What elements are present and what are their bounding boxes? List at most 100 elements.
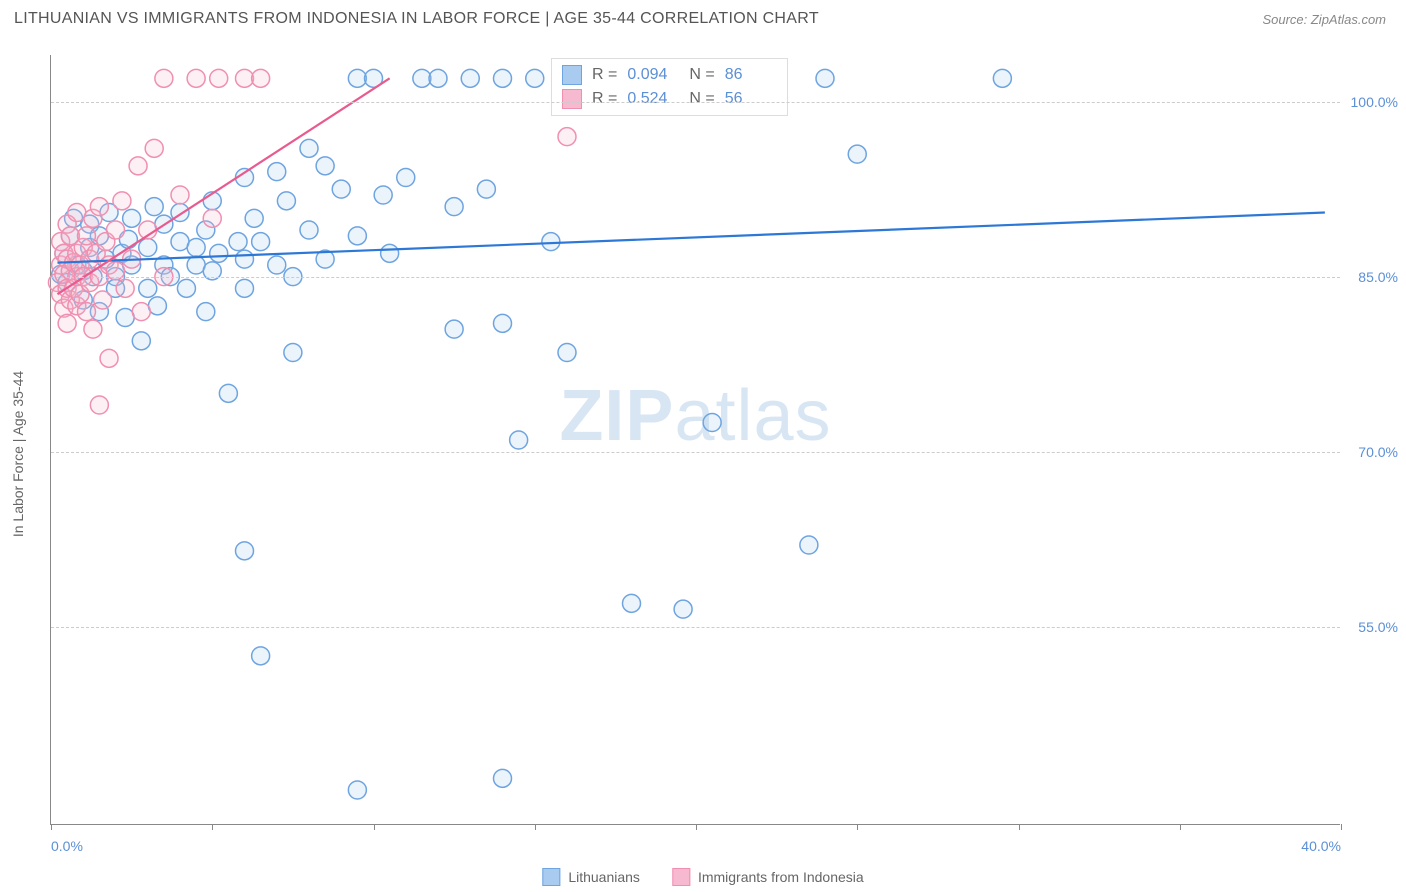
scatter-point [252, 69, 270, 87]
scatter-point [494, 769, 512, 787]
legend-item: Immigrants from Indonesia [672, 868, 864, 886]
legend-swatch [672, 868, 690, 886]
scatter-point [848, 145, 866, 163]
ytick-label: 70.0% [1358, 444, 1398, 460]
ytick-label: 100.0% [1351, 94, 1398, 110]
xtick [535, 824, 536, 830]
scatter-point [236, 250, 254, 268]
gridline-h [51, 627, 1340, 628]
stats-r-value: 0.094 [627, 66, 679, 84]
scatter-point [129, 157, 147, 175]
scatter-point [139, 239, 157, 257]
scatter-point [68, 204, 86, 222]
scatter-point [300, 221, 318, 239]
legend-item: Lithuanians [542, 868, 640, 886]
scatter-point [477, 180, 495, 198]
xtick [696, 824, 697, 830]
scatter-point [316, 157, 334, 175]
scatter-point [145, 198, 163, 216]
title-bar: LITHUANIAN VS IMMIGRANTS FROM INDONESIA … [0, 0, 1406, 34]
scatter-point [397, 169, 415, 187]
scatter-point [674, 600, 692, 618]
xtick [1341, 824, 1342, 830]
scatter-point [155, 69, 173, 87]
scatter-point [348, 227, 366, 245]
scatter-point [139, 279, 157, 297]
legend-swatch [542, 868, 560, 886]
source-attribution: Source: ZipAtlas.com [1262, 12, 1386, 27]
gridline-h [51, 277, 1340, 278]
scatter-point [210, 69, 228, 87]
scatter-point [177, 279, 195, 297]
scatter-point [203, 209, 221, 227]
scatter-point [268, 163, 286, 181]
gridline-h [51, 452, 1340, 453]
stats-r-value: 0.524 [627, 90, 679, 108]
scatter-svg [51, 55, 1340, 824]
scatter-point [132, 332, 150, 350]
stats-n-value: 56 [725, 90, 777, 108]
scatter-point [90, 198, 108, 216]
scatter-point [90, 396, 108, 414]
scatter-point [187, 69, 205, 87]
scatter-point [116, 309, 134, 327]
scatter-point [84, 320, 102, 338]
scatter-point [542, 233, 560, 251]
scatter-point [171, 186, 189, 204]
scatter-point [145, 139, 163, 157]
scatter-point [123, 209, 141, 227]
scatter-point [558, 128, 576, 146]
chart-title: LITHUANIAN VS IMMIGRANTS FROM INDONESIA … [14, 10, 819, 28]
scatter-point [148, 297, 166, 315]
scatter-point [210, 244, 228, 262]
scatter-point [236, 69, 254, 87]
scatter-point [107, 221, 125, 239]
scatter-point [113, 192, 131, 210]
gridline-h [51, 102, 1340, 103]
scatter-point [381, 244, 399, 262]
xtick-label: 40.0% [1301, 838, 1341, 854]
y-axis-label: In Labor Force | Age 35-44 [10, 371, 26, 537]
scatter-point [348, 781, 366, 799]
scatter-point [461, 69, 479, 87]
scatter-point [494, 69, 512, 87]
scatter-point [116, 279, 134, 297]
scatter-point [252, 233, 270, 251]
xtick [51, 824, 52, 830]
xtick-label: 0.0% [51, 838, 83, 854]
scatter-point [445, 198, 463, 216]
scatter-point [993, 69, 1011, 87]
scatter-point [558, 344, 576, 362]
xtick [1019, 824, 1020, 830]
legend-label: Immigrants from Indonesia [698, 869, 864, 885]
scatter-point [348, 69, 366, 87]
chart-plot-area: ZIPatlas R =0.094N =86R =0.524N =56 55.0… [50, 55, 1340, 825]
scatter-point [800, 536, 818, 554]
scatter-point [277, 192, 295, 210]
scatter-point [94, 291, 112, 309]
stats-swatch [562, 65, 582, 85]
stats-row: R =0.094N =86 [562, 63, 777, 87]
scatter-point [187, 239, 205, 257]
ytick-label: 55.0% [1358, 619, 1398, 635]
scatter-point [445, 320, 463, 338]
stats-n-label: N = [689, 66, 714, 84]
scatter-point [132, 303, 150, 321]
scatter-point [58, 314, 76, 332]
stats-swatch [562, 89, 582, 109]
scatter-point [374, 186, 392, 204]
scatter-point [510, 431, 528, 449]
scatter-point [252, 647, 270, 665]
stats-r-label: R = [592, 90, 617, 108]
xtick [374, 824, 375, 830]
scatter-point [494, 314, 512, 332]
scatter-point [187, 256, 205, 274]
scatter-point [526, 69, 544, 87]
xtick [857, 824, 858, 830]
stats-r-label: R = [592, 66, 617, 84]
scatter-point [268, 256, 286, 274]
legend: Lithuanians Immigrants from Indonesia [542, 868, 863, 886]
scatter-point [300, 139, 318, 157]
scatter-point [77, 227, 95, 245]
ytick-label: 85.0% [1358, 269, 1398, 285]
